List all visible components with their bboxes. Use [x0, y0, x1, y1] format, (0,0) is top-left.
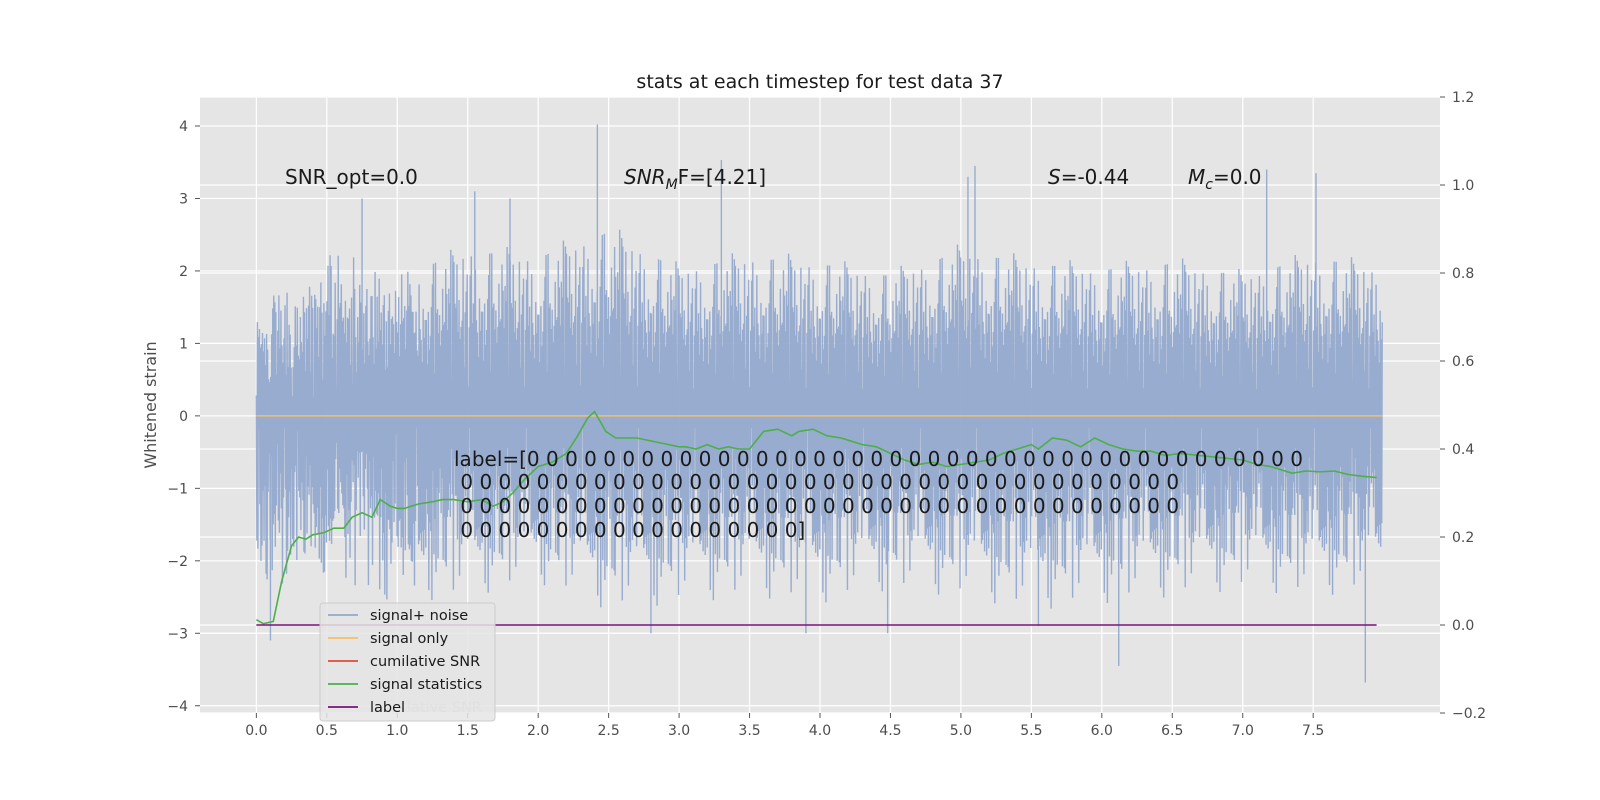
- label-array-line-2: 0 0 0 0 0 0 0 0 0 0 0 0 0 0 0 0 0 0 0 0 …: [454, 470, 1179, 494]
- y-tick-label: −3: [167, 626, 188, 642]
- snr-mf-sub: M: [666, 177, 678, 193]
- y-tick-label: −2: [167, 554, 188, 570]
- y2-tick-label: 0.6: [1452, 354, 1474, 370]
- y-axis-label: Whitened strain: [141, 341, 160, 468]
- legend-label-label: label: [370, 700, 405, 716]
- snr-mf-annotation: SNRMF=[4.21]: [624, 165, 766, 193]
- y2-tick-label: 0.4: [1452, 442, 1474, 458]
- x-tick-label: 4.0: [809, 723, 831, 739]
- y-tick-label: 1: [179, 336, 188, 352]
- y-tick-label: 2: [179, 264, 188, 280]
- x-tick-label: 5.5: [1020, 723, 1042, 739]
- x-tick-label: 6.5: [1161, 723, 1183, 739]
- ticks: 0.0 0.5 1.0 1.5 2.0 2.5 3.0 3.5 4.0 4.5 5.0 5.5 6.0 6…: [167, 90, 1486, 739]
- legend-items: signal+ noise signal only cumilative SNR si…: [328, 608, 482, 716]
- legend-ghost-text: lative SNR: [407, 700, 482, 716]
- x-tick-label: 3.5: [738, 723, 760, 739]
- x-tick-label: 3.0: [668, 723, 690, 739]
- y2-tick-label: 0.0: [1452, 618, 1474, 634]
- legend: lative SNR signal+ noise signal only cumil…: [319, 602, 496, 722]
- legend-label-signal-statistics: signal statistics: [370, 677, 482, 693]
- chart-title: stats at each timestep for test data 37: [636, 71, 1003, 93]
- legend-box: [319, 602, 496, 722]
- y2-tick-label: 0.8: [1452, 266, 1474, 282]
- x-tick-label: 1.5: [457, 723, 479, 739]
- mc-annotation: Mc=0.0: [1188, 165, 1262, 193]
- mc-main: M: [1188, 165, 1205, 189]
- label-array-line-4: 0 0 0 0 0 0 0 0 0 0 0 0 0 0 0 0 0 0]: [454, 518, 805, 542]
- snr-mf-rest: F=[4.21]: [678, 165, 766, 189]
- legend-label-signal-only: signal only: [370, 631, 449, 647]
- y-tick-label: 4: [179, 119, 188, 135]
- signal-noise-series: [255, 124, 1383, 683]
- x-tick-label: 2.5: [598, 723, 620, 739]
- s-annotation: S=-0.44: [1048, 165, 1129, 189]
- x-tick-label: 6.0: [1091, 723, 1113, 739]
- y2-tick-label: 0.2: [1452, 530, 1474, 546]
- x-tick-label: 0.5: [316, 723, 338, 739]
- x-tick-label: 0.0: [245, 723, 267, 739]
- s-main: S: [1048, 165, 1061, 189]
- x-tick-label: 5.0: [950, 723, 972, 739]
- mc-rest: =0.0: [1213, 165, 1262, 189]
- y-tick-label: 0: [179, 409, 188, 425]
- y-tick-label: −4: [167, 699, 188, 715]
- x-tick-label: 1.0: [386, 723, 408, 739]
- signal-noise-line: [255, 124, 1383, 683]
- x-tick-label: 2.0: [527, 723, 549, 739]
- series-signal-statistics-line: [255, 410, 1377, 625]
- x-tick-label: 4.5: [879, 723, 901, 739]
- y2-tick-label: 1.0: [1452, 178, 1474, 194]
- mc-sub: c: [1205, 177, 1213, 193]
- legend-label-signal-noise: signal+ noise: [370, 608, 468, 624]
- snr-mf-main: SNR: [624, 165, 666, 189]
- legend-label-cumilative-snr: cumilative SNR: [370, 654, 480, 670]
- y-tick-label: −1: [167, 481, 188, 497]
- x-tick-label: 7.0: [1232, 723, 1254, 739]
- label-array-line-3: 0 0 0 0 0 0 0 0 0 0 0 0 0 0 0 0 0 0 0 0 …: [454, 494, 1179, 518]
- x-tick-label: 7.5: [1302, 723, 1324, 739]
- y2-tick-label: −0.2: [1452, 706, 1486, 722]
- y-tick-label: 3: [179, 191, 188, 207]
- y2-tick-label: 1.2: [1452, 90, 1474, 106]
- snr-opt-annotation: SNR_opt=0.0: [285, 165, 418, 189]
- s-rest: =-0.44: [1061, 165, 1130, 189]
- label-array-line-1: label=[0 0 0 0 0 0 0 0 0 0 0 0 0 0 0 0 0…: [454, 447, 1303, 471]
